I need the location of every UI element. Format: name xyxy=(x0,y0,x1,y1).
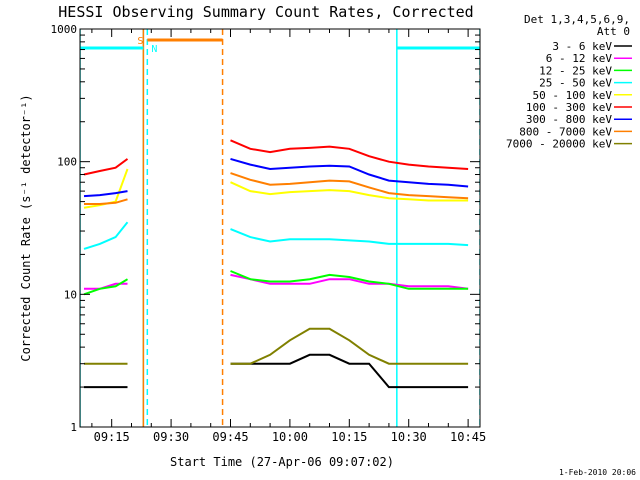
y-axis: 1 10 100 1000 xyxy=(51,23,480,434)
series-line xyxy=(230,353,469,389)
footer-date: 1-Feb-2010 20:06 xyxy=(559,468,636,477)
series-line xyxy=(230,273,469,290)
series-line xyxy=(230,172,469,200)
series-line xyxy=(230,181,469,202)
series-line xyxy=(230,327,469,365)
x-tick-label: 09:45 xyxy=(212,430,248,444)
legend-item-label: 100 - 300 keV xyxy=(526,101,612,114)
x-tick-label: 10:30 xyxy=(391,430,427,444)
x-tick-label: 09:30 xyxy=(153,430,189,444)
legend-item-label: 25 - 50 keV xyxy=(539,77,612,90)
y-tick-label: 1000 xyxy=(51,23,78,36)
series-line xyxy=(84,198,128,205)
series-line xyxy=(83,190,128,198)
x-axis: 09:15 09:30 09:45 10:00 10:15 10:30 10:45 xyxy=(91,29,486,444)
series-line xyxy=(230,157,469,188)
series-line xyxy=(230,228,469,247)
legend-item-label: 3 - 6 keV xyxy=(552,40,612,53)
y-tick-label: 100 xyxy=(57,156,77,169)
plot-frame xyxy=(79,28,481,428)
series-line xyxy=(230,139,469,170)
x-tick-label: 10:00 xyxy=(272,430,308,444)
legend-item-label: 12 - 25 keV xyxy=(539,64,612,77)
x-tick-label: 09:15 xyxy=(94,430,130,444)
flag-label: N xyxy=(151,44,157,55)
y-axis-label: Corrected Count Rate (s⁻¹ detector⁻¹) xyxy=(19,94,33,361)
x-tick-label: 10:45 xyxy=(450,430,486,444)
legend-item-label: 800 - 7000 keV xyxy=(519,125,612,138)
series-line xyxy=(83,221,129,250)
chart-title: HESSI Observing Summary Count Rates, Cor… xyxy=(58,3,473,21)
legend-item-label: 7000 - 20000 keV xyxy=(506,138,612,151)
legend-item-label: 50 - 100 keV xyxy=(533,89,613,102)
flag-label: S xyxy=(137,36,143,47)
y-tick-label: 10 xyxy=(64,288,77,301)
y-tick-label: 1 xyxy=(70,421,77,434)
legend-header-line-2: Att 0 xyxy=(597,25,630,38)
legend-item-label: 6 - 12 keV xyxy=(546,52,613,65)
series-line xyxy=(230,270,469,290)
series-line xyxy=(83,278,129,296)
legend-item-label: 300 - 800 keV xyxy=(526,113,612,126)
legend-header-line-1: Det 1,3,4,5,6,9, xyxy=(524,13,630,26)
series-line xyxy=(83,158,129,176)
x-tick-label: 10:15 xyxy=(331,430,367,444)
x-axis-label: Start Time (27-Apr-06 09:07:02) xyxy=(170,455,394,469)
